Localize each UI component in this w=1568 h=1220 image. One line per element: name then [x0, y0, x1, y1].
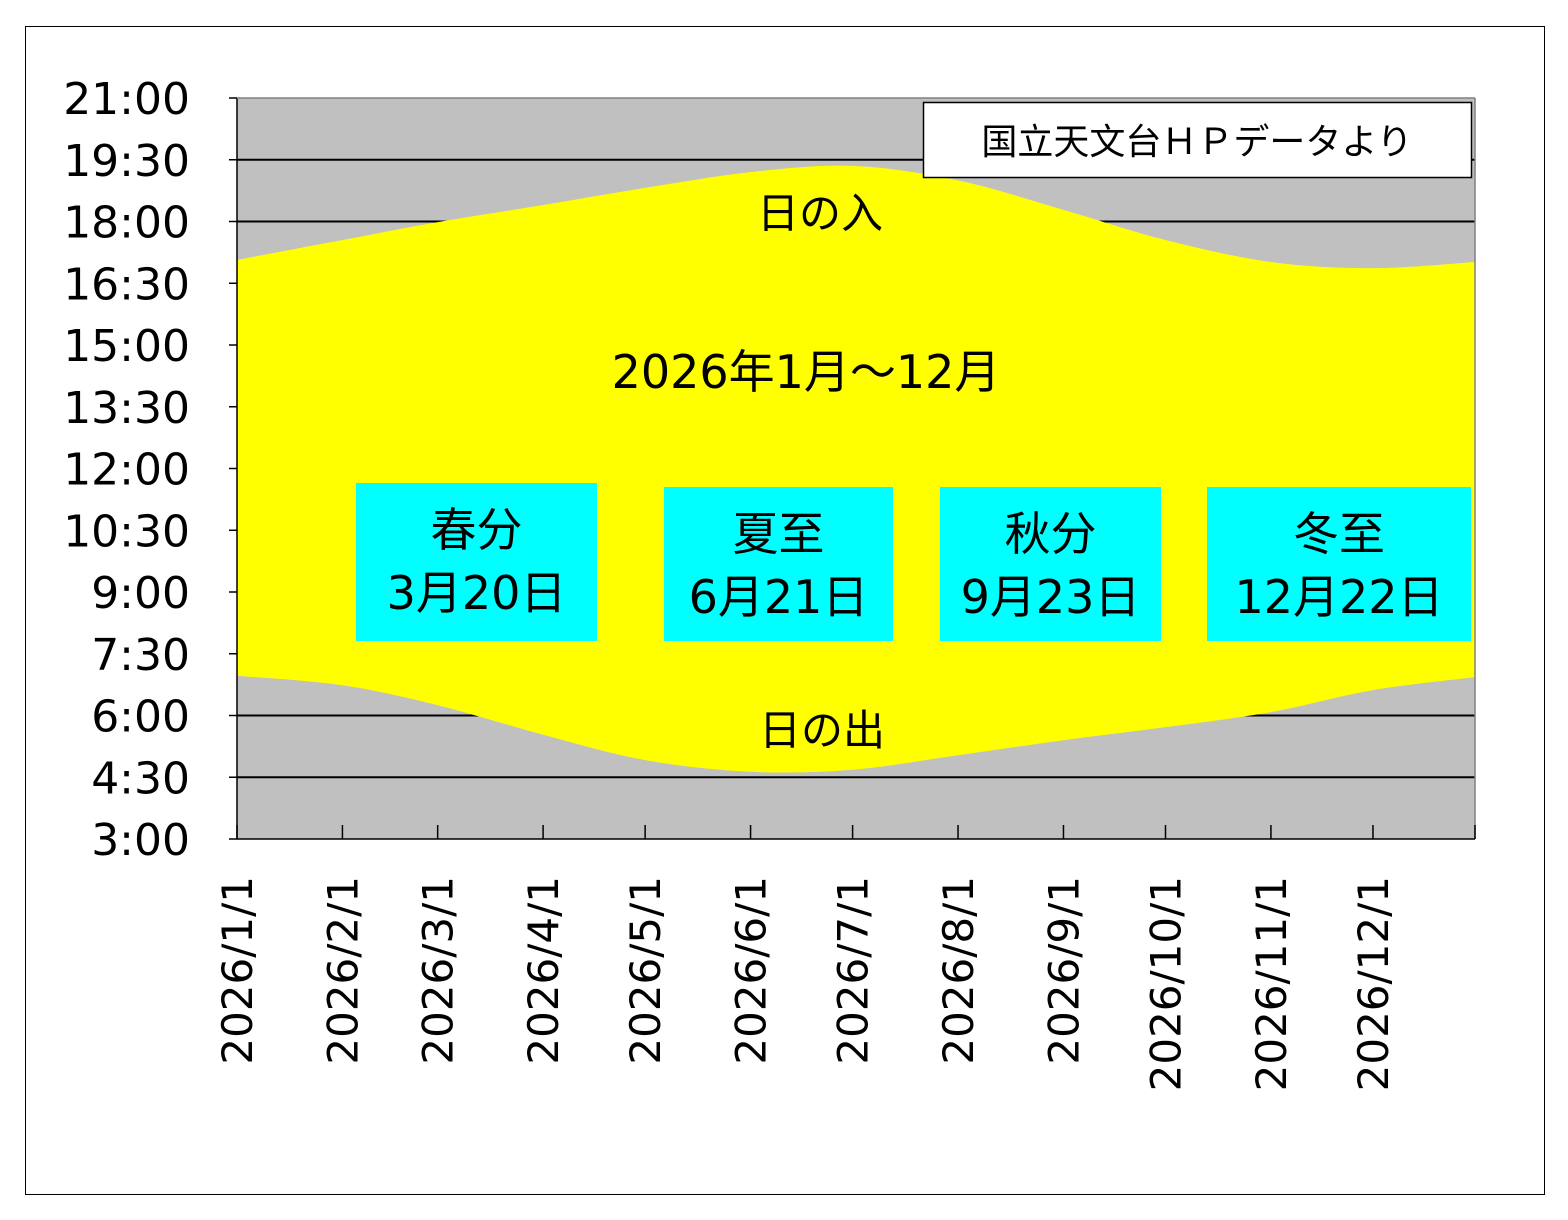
- y-tick-label: 4:30: [91, 753, 190, 804]
- y-tick-label: 6:00: [91, 692, 190, 743]
- y-tick-label: 3:00: [91, 815, 190, 866]
- x-tick-label: 2026/5/1: [621, 876, 670, 1065]
- equinox-solstice-box: 冬至 12月22日: [1207, 487, 1471, 641]
- annotation-title: 夏至: [733, 507, 825, 561]
- annotation-date: 6月21日: [689, 570, 869, 624]
- equinox-solstice-box: 秋分 9月23日: [940, 487, 1161, 641]
- y-tick-label: 10:30: [63, 506, 190, 557]
- annotation-date: 3月20日: [387, 566, 567, 620]
- x-tick-label: 2026/10/1: [1142, 876, 1191, 1091]
- equinox-solstice-box: 夏至 6月21日: [664, 487, 893, 641]
- chart-title: 2026年1月～12月: [612, 345, 1001, 399]
- x-tick-label: 2026/4/1: [519, 876, 568, 1065]
- equinox-solstice-box: 春分 3月20日: [356, 483, 597, 641]
- y-tick-label: 18:00: [63, 198, 190, 249]
- y-tick-label: 16:30: [63, 259, 190, 310]
- annotation-title: 冬至: [1293, 507, 1385, 561]
- annotation-title: 秋分: [1005, 507, 1097, 561]
- x-tick-label: 2026/6/1: [727, 876, 776, 1065]
- annotation-date: 12月22日: [1234, 570, 1443, 624]
- x-tick-label: 2026/2/1: [318, 876, 367, 1065]
- y-tick-label: 12:00: [63, 445, 190, 496]
- y-tick-label: 7:30: [91, 630, 190, 681]
- y-tick-label: 21:00: [63, 74, 190, 125]
- x-tick-label: 2026/1/1: [213, 876, 262, 1065]
- annotation-box-bg: [664, 487, 893, 641]
- x-tick-label: 2026/8/1: [934, 876, 983, 1065]
- annotation-title: 春分: [431, 503, 523, 557]
- y-tick-label: 15:00: [63, 321, 190, 372]
- annotations: 日の入 2026年1月～12月 日の出 国立天文台ＨＰデータより 春分 3月20日…: [356, 101, 1473, 755]
- x-tick-label: 2026/3/1: [414, 876, 463, 1065]
- y-tick-label: 19:30: [63, 136, 190, 187]
- sunrise-label: 日の出: [759, 706, 885, 755]
- annotation-box-bg: [356, 483, 597, 641]
- x-tick-label: 2026/12/1: [1349, 876, 1398, 1091]
- annotation-date: 9月23日: [961, 570, 1141, 624]
- source-note: 国立天文台ＨＰデータより: [981, 122, 1412, 163]
- x-tick-label: 2026/9/1: [1039, 876, 1088, 1065]
- annotation-box-bg: [1207, 487, 1471, 641]
- x-axis: 2026/1/1 2026/2/1 2026/3/1 2026/4/1 2026/5/1…: [213, 825, 1476, 1091]
- source-note-box: 国立天文台ＨＰデータより: [922, 101, 1473, 179]
- y-tick-label: 9:00: [91, 568, 190, 619]
- sunset-label: 日の入: [757, 189, 883, 238]
- y-tick-label: 13:30: [63, 383, 190, 434]
- x-tick-label: 2026/11/1: [1247, 876, 1296, 1091]
- x-tick-label: 2026/7/1: [829, 876, 878, 1065]
- y-axis: 21:00 19:30 18:00 16:30 15:00 13:30 12:00 10:30…: [63, 74, 237, 866]
- annotation-box-bg: [940, 487, 1161, 641]
